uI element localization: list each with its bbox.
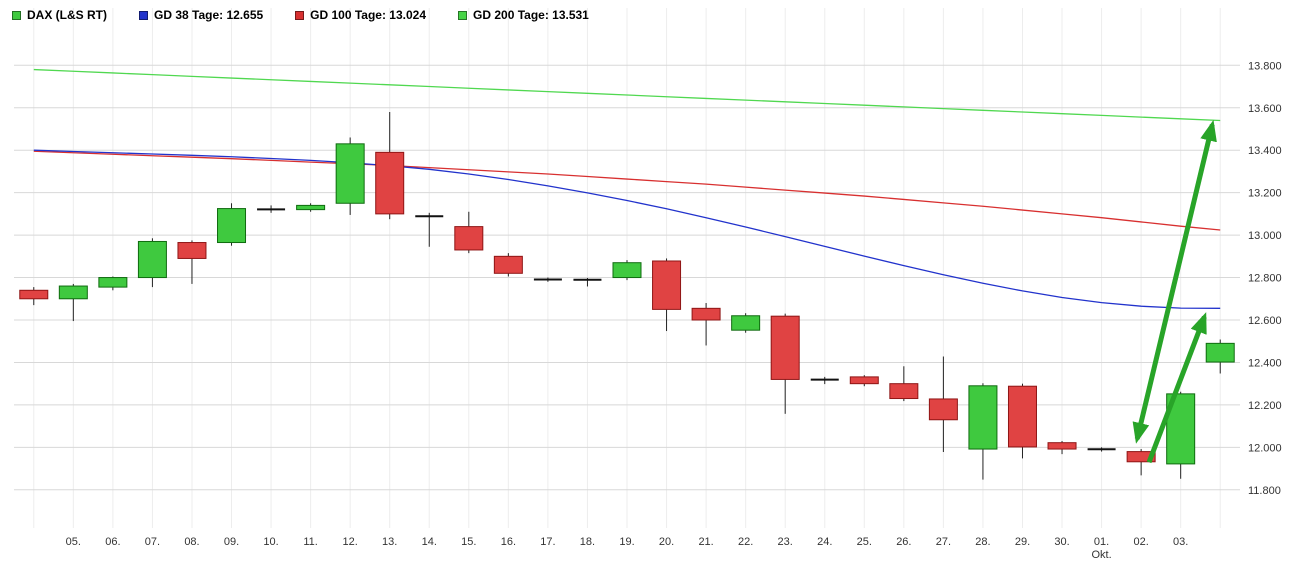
svg-text:15.: 15.: [461, 536, 476, 548]
svg-text:25.: 25.: [857, 536, 872, 548]
svg-text:12.400: 12.400: [1248, 357, 1282, 369]
svg-text:11.800: 11.800: [1248, 485, 1281, 497]
legend-label-gd200: GD 200 Tage: 13.531: [473, 8, 589, 22]
svg-text:13.800: 13.800: [1248, 60, 1282, 72]
svg-text:30.: 30.: [1054, 536, 1069, 548]
svg-text:29.: 29.: [1015, 536, 1030, 548]
svg-text:20.: 20.: [659, 536, 674, 548]
svg-text:13.000: 13.000: [1248, 230, 1282, 242]
svg-text:21.: 21.: [698, 536, 713, 548]
svg-text:08.: 08.: [184, 536, 199, 548]
svg-text:24.: 24.: [817, 536, 832, 548]
legend-label-dax: DAX (L&S RT): [27, 8, 107, 22]
svg-text:13.: 13.: [382, 536, 397, 548]
svg-text:22.: 22.: [738, 536, 753, 548]
gd200-series-swatch-icon: [458, 10, 468, 20]
svg-text:26.: 26.: [896, 536, 911, 548]
svg-text:12.600: 12.600: [1248, 315, 1282, 327]
svg-text:13.600: 13.600: [1248, 103, 1282, 115]
svg-text:10.: 10.: [263, 536, 278, 548]
legend-label-gd38: GD 38 Tage: 12.655: [154, 8, 264, 22]
svg-text:14.: 14.: [422, 536, 437, 548]
svg-text:13.400: 13.400: [1248, 145, 1282, 157]
legend-item-dax: DAX (L&S RT): [12, 8, 107, 22]
chart-legend: DAX (L&S RT) GD 38 Tage: 12.655 GD 100 T…: [12, 8, 589, 22]
svg-text:18.: 18.: [580, 536, 595, 548]
svg-text:28.: 28.: [975, 536, 990, 548]
svg-text:02.: 02.: [1133, 536, 1148, 548]
dax-series-swatch-icon: [12, 10, 21, 20]
svg-text:12.000: 12.000: [1248, 442, 1282, 454]
svg-text:12.200: 12.200: [1248, 400, 1282, 412]
svg-text:07.: 07.: [145, 536, 160, 548]
legend-item-gd38: GD 38 Tage: 12.655: [139, 8, 263, 22]
svg-text:17.: 17.: [540, 536, 555, 548]
svg-text:Okt.: Okt.: [1091, 549, 1111, 561]
svg-text:09.: 09.: [224, 536, 239, 548]
svg-text:06.: 06.: [105, 536, 120, 548]
svg-text:05.: 05.: [66, 536, 81, 548]
legend-item-gd200: GD 200 Tage: 13.531: [458, 8, 589, 22]
svg-text:27.: 27.: [936, 536, 951, 548]
svg-text:19.: 19.: [619, 536, 634, 548]
svg-text:03.: 03.: [1173, 536, 1188, 548]
svg-text:16.: 16.: [501, 536, 516, 548]
legend-item-gd100: GD 100 Tage: 13.024: [295, 8, 426, 22]
svg-text:01.: 01.: [1094, 536, 1109, 548]
svg-text:12.800: 12.800: [1248, 273, 1282, 285]
svg-text:11.: 11.: [303, 536, 317, 548]
gd100-series-swatch-icon: [295, 10, 305, 20]
svg-text:23.: 23.: [778, 536, 793, 548]
legend-label-gd100: GD 100 Tage: 13.024: [310, 8, 427, 22]
svg-text:13.200: 13.200: [1248, 188, 1282, 200]
svg-text:12.: 12.: [343, 536, 358, 548]
gd38-series-swatch-icon: [139, 10, 148, 20]
